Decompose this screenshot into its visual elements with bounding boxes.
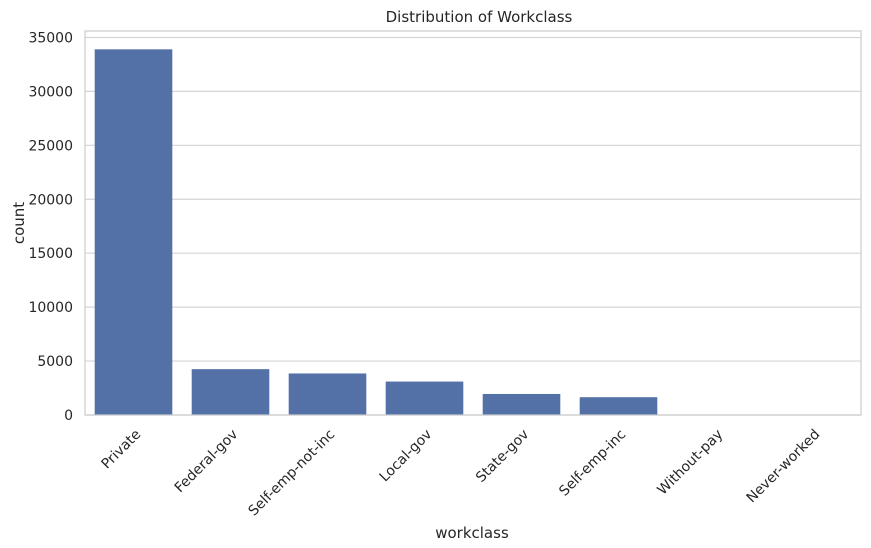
x-tick-label: Without-pay <box>655 427 727 499</box>
x-tick-label: Self-emp-not-inc <box>246 427 339 520</box>
bars <box>94 49 852 416</box>
x-tick-label: Never-worked <box>744 427 824 507</box>
bar-federal-gov <box>191 369 270 415</box>
x-axis-title: workclass <box>435 524 509 542</box>
y-tick-label: 15000 <box>28 246 73 262</box>
y-tick-label: 5000 <box>37 354 73 370</box>
y-tick-label: 30000 <box>28 84 73 100</box>
bar-private <box>94 49 173 416</box>
x-tick-label: Private <box>98 427 144 473</box>
y-tick-label: 0 <box>64 408 73 424</box>
y-tick-label: 10000 <box>28 300 73 316</box>
bar-self-emp-not-inc <box>288 373 367 415</box>
x-tick-label: Local-gov <box>377 427 436 486</box>
y-tick-label: 35000 <box>28 30 73 46</box>
x-tick-label: Self-emp-inc <box>556 427 629 500</box>
x-tick-label: State-gov <box>473 427 532 486</box>
x-tick-label: Federal-gov <box>172 427 242 497</box>
x-tick-labels: Private Federal-gov Self-emp-not-inc Local-… <box>98 427 823 520</box>
bar-local-gov <box>385 381 464 415</box>
y-axis-title: count <box>10 202 28 244</box>
y-tick-label: 20000 <box>28 192 73 208</box>
plot-frame <box>84 30 862 416</box>
grid-lines <box>85 36 861 416</box>
y-tick-label: 25000 <box>28 138 73 154</box>
bar-state-gov <box>482 393 561 415</box>
y-tick-labels: 0 5000 10000 15000 20000 25000 30000 35000 <box>28 30 73 424</box>
bar-self-emp-inc <box>579 397 658 415</box>
chart-title: Distribution of Workclass <box>386 8 573 26</box>
